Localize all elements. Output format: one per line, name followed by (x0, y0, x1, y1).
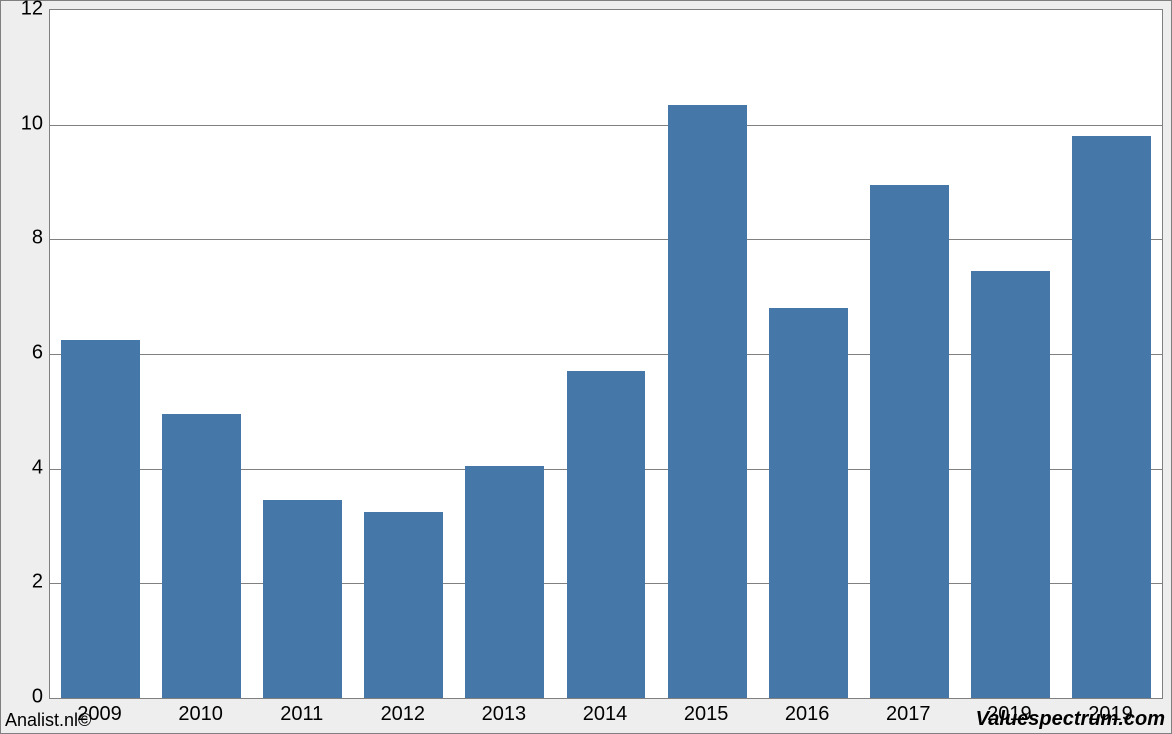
y-tick-label: 4 (3, 456, 43, 479)
bar (61, 340, 140, 698)
bar (668, 105, 747, 698)
footer-right: Valuespectrum.com (976, 708, 1165, 731)
y-tick-label: 12 (3, 0, 43, 21)
bar (263, 500, 342, 698)
x-tick-label: 2014 (583, 703, 628, 726)
y-tick-label: 2 (3, 571, 43, 594)
x-tick-label: 2011 (280, 703, 323, 726)
chart-frame: 024681012 200920102011201220132014201520… (0, 0, 1172, 734)
y-tick-label: 8 (3, 227, 43, 250)
gridline (50, 125, 1162, 126)
bar (870, 185, 949, 698)
plot-area (49, 9, 1163, 699)
footer-left: Analist.nl© (5, 710, 91, 731)
bar (364, 512, 443, 698)
gridline (50, 239, 1162, 240)
y-tick-label: 0 (3, 686, 43, 709)
bar (465, 466, 544, 698)
x-tick-label: 2016 (785, 703, 830, 726)
bar (162, 414, 241, 698)
bar (971, 271, 1050, 698)
bar (769, 308, 848, 698)
y-tick-label: 10 (3, 112, 43, 135)
bar (1072, 136, 1151, 698)
x-tick-label: 2013 (482, 703, 527, 726)
bar (567, 371, 646, 698)
x-tick-label: 2015 (684, 703, 729, 726)
x-tick-label: 2017 (886, 703, 931, 726)
x-tick-label: 2012 (381, 703, 426, 726)
x-tick-label: 2010 (178, 703, 223, 726)
y-tick-label: 6 (3, 342, 43, 365)
